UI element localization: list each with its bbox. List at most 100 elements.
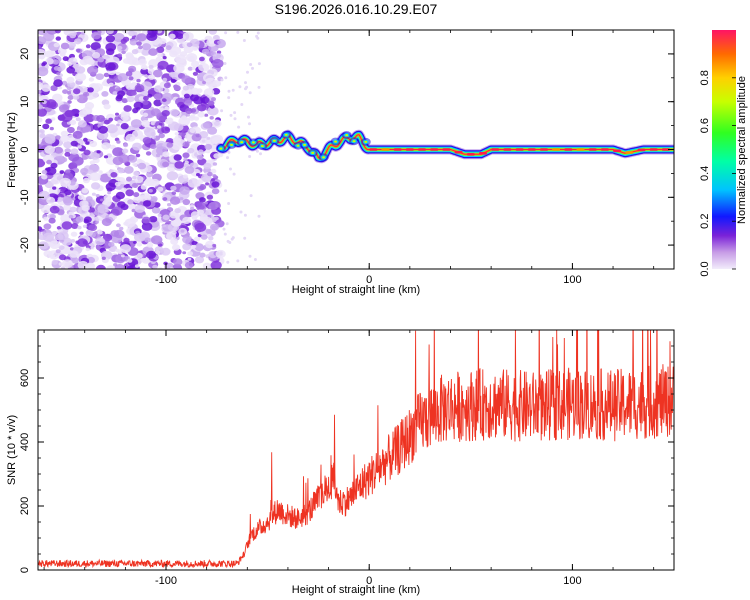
spectrogram-noise-blob — [204, 201, 208, 205]
spectrogram-noise-blob — [171, 230, 177, 235]
spectrogram-noise-blob — [227, 96, 231, 100]
spectrogram-noise-blob — [58, 245, 65, 251]
spectrogram-noise-blob — [120, 114, 129, 121]
spectrogram-noise-blob — [202, 262, 212, 269]
spectrogram-noise-blob — [112, 91, 118, 96]
spectrogram-noise-blob — [184, 99, 192, 106]
spectrogram-noise-blob — [70, 239, 76, 243]
spectrogram-noise-blob — [49, 240, 61, 249]
spectrogram-noise-blob — [60, 42, 70, 50]
spectrogram-noise-blob — [214, 216, 219, 221]
spectrogram-noise-blob — [88, 164, 100, 173]
spectrogram-noise-blob — [56, 72, 61, 76]
spectrogram-noise-blob — [131, 129, 144, 139]
spectrogram-noise-blob — [142, 100, 149, 106]
spectrogram-noise-blob — [106, 265, 116, 269]
spectrogram-noise-blob — [58, 86, 63, 90]
spectrogram-noise-blob — [72, 156, 84, 166]
spectrogram-noise-blob — [182, 174, 188, 179]
spectrogram-noise-blob — [226, 260, 230, 264]
spectrogram-noise-blob — [237, 125, 241, 129]
spectrogram-noise-blob — [121, 98, 128, 104]
spectrogram-noise-blob — [106, 48, 115, 56]
spectrogram-noise-blob — [148, 189, 153, 193]
spectrogram-noise-blob — [205, 148, 211, 154]
spectrogram-noise-blob — [57, 196, 63, 201]
spectrogram-noise-blob — [196, 173, 200, 177]
snr-x-ticks: -100 0 100 — [43, 330, 655, 587]
spectrogram-noise-blob — [201, 96, 210, 104]
spectrogram-noise-blob — [211, 181, 220, 188]
spectrogram-noise-blob — [233, 117, 237, 121]
spectrogram-track-peak — [540, 148, 548, 151]
spectrogram-noise-blob — [123, 221, 129, 226]
spectrogram-noise-blob — [85, 44, 91, 49]
spectrogram-noise-blob — [130, 119, 142, 128]
spectrogram-noise-blob — [187, 251, 194, 256]
spectrogram-noise-blob — [77, 194, 85, 200]
spectrogram-track-blob — [311, 151, 315, 154]
spectrogram-noise-blob — [248, 254, 252, 258]
spectrogram-noise-blob — [203, 88, 215, 97]
spectrogram-noise-blob — [115, 164, 120, 168]
spectrogram-noise-blob — [171, 141, 183, 151]
spectrogram-noise-blob — [96, 150, 101, 154]
spectrogram-noise-blob — [186, 42, 193, 48]
spectrogram-noise-blob — [182, 251, 187, 255]
spectrogram-noise-blob — [69, 247, 74, 251]
spectrogram-noise-blob — [45, 118, 52, 124]
spectrogram-noise-blob — [155, 153, 161, 158]
spectrogram-track-peak — [369, 148, 378, 151]
spectrogram-noise-blob — [74, 72, 87, 82]
spectrogram-track-blob — [322, 156, 326, 159]
spectrogram-noise-blob — [142, 43, 151, 51]
spectrogram-track-peak — [613, 149, 622, 153]
spectrogram-noise-blob — [156, 125, 162, 129]
spectrogram-noise-blob — [121, 254, 125, 258]
spectrogram-noise-blob — [128, 65, 137, 73]
spectrogram-noise-blob — [64, 148, 71, 154]
spectrogram-noise-blob — [148, 48, 158, 56]
spectrogram-noise-blob — [212, 58, 224, 69]
spectrogram-noise-blob — [67, 91, 72, 95]
colorbar: 0.0 0.2 0.4 0.6 0.8 Normalized spectral ampl… — [699, 30, 748, 277]
spectrogram-noise-blob — [165, 45, 172, 51]
spectrogram-noise-blob — [147, 93, 153, 98]
snr-series-line — [38, 330, 674, 569]
spectrogram-track-peak — [515, 148, 524, 151]
spectrogram-noise-blob — [191, 60, 200, 68]
spectrogram-noise-blob — [87, 65, 99, 75]
spectrogram-noise-blob — [140, 257, 147, 263]
snr-x-tick-label: -100 — [155, 575, 177, 587]
spectrogram-noise-blob — [131, 49, 139, 55]
spectrogram-noise-blob — [82, 106, 93, 115]
spectrogram-noise-blob — [56, 175, 63, 181]
spectrogram-noise-blob — [123, 105, 132, 112]
spectrogram-y-tick-label: 10 — [19, 96, 31, 108]
spectrogram-noise-blob — [85, 196, 93, 202]
spectrogram-noise-blob — [157, 213, 162, 217]
spectrogram-noise-blob — [38, 66, 49, 77]
spectrogram-noise-blob — [119, 226, 124, 231]
spectrogram-noise-blob — [226, 156, 229, 160]
spectrogram-noise-blob — [85, 141, 90, 145]
spectrogram-noise-blob — [120, 123, 129, 130]
spectrogram-noise-blob — [138, 96, 145, 101]
spectrogram-noise-blob — [70, 231, 78, 237]
spectrogram-noise-blob — [39, 133, 46, 139]
spectrogram-noise-blob — [157, 243, 163, 247]
spectrogram-noise-blob — [153, 69, 163, 78]
snr-y-tick-label: 0 — [19, 567, 31, 573]
spectrogram-noise-blob — [133, 240, 137, 244]
spectrogram-noise-blob — [205, 182, 210, 186]
spectrogram-noise-blob — [148, 74, 155, 80]
spectrogram-noise-blob — [163, 82, 171, 89]
spectrogram-noise-blob — [91, 182, 101, 190]
spectrogram-noise-blob — [154, 250, 161, 255]
spectrogram-track-peak — [564, 148, 573, 151]
spectrogram-noise-blob — [191, 240, 198, 246]
spectrogram-noise-blob — [106, 30, 114, 35]
spectrogram-noise-blob — [116, 123, 120, 127]
spectrogram-noise-blob — [174, 208, 181, 214]
spectrogram-noise-blob — [191, 133, 202, 142]
